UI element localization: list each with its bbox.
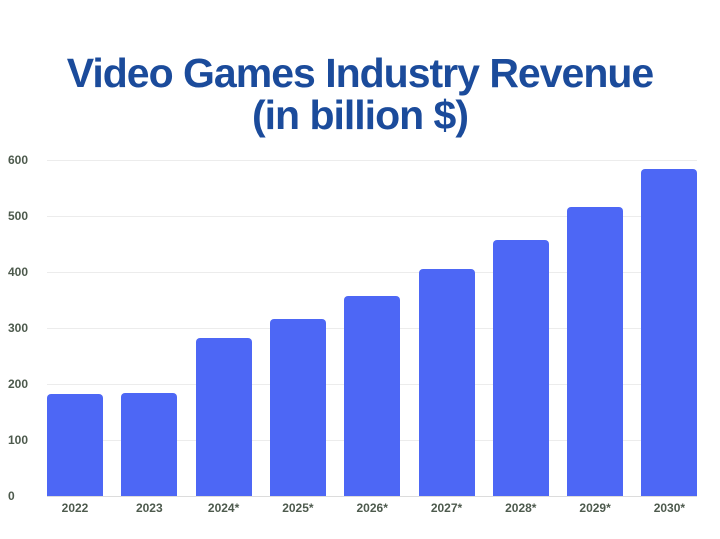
bar-2028-forecast[interactable] (492, 240, 549, 496)
gridline (47, 160, 697, 161)
x-tick-label: 2026* (356, 501, 388, 515)
chart-title-line-2: (in billion $) (251, 92, 469, 138)
y-tick-label: 100 (8, 433, 29, 447)
x-tick-label: 2022 (61, 501, 89, 515)
bar-2025-forecast[interactable] (269, 319, 326, 496)
x-tick-label: 2025* (282, 501, 314, 515)
bar-2026-forecast[interactable] (344, 296, 401, 496)
bar-2023[interactable] (121, 392, 178, 496)
y-tick-label: 400 (8, 265, 29, 279)
x-tick-label: 2029* (579, 501, 611, 515)
y-tick-label: 500 (8, 209, 29, 223)
chart-title: Video Games Industry Revenue (in billion… (0, 52, 720, 136)
gridline (47, 216, 697, 217)
y-tick-label: 600 (8, 153, 29, 167)
bar-2024-forecast[interactable] (195, 338, 252, 496)
bar-2027-forecast[interactable] (418, 269, 475, 496)
gridline (47, 272, 697, 273)
y-tick-label: 0 (8, 489, 15, 503)
x-tick-label: 2023 (135, 501, 163, 515)
chart-title-line-1: Video Games Industry Revenue (66, 50, 654, 96)
x-tick-label: 2030* (653, 501, 686, 515)
bar-2029-forecast[interactable] (567, 207, 624, 496)
x-axis-line (47, 496, 697, 497)
bar-2030-forecast[interactable] (641, 168, 698, 496)
y-tick-label: 300 (8, 321, 29, 335)
x-tick-label: 2024* (207, 501, 240, 515)
bar-2022[interactable] (47, 394, 103, 496)
y-tick-label: 200 (8, 377, 29, 391)
x-tick-label: 2027* (430, 501, 463, 515)
x-tick-label: 2028* (505, 501, 537, 515)
